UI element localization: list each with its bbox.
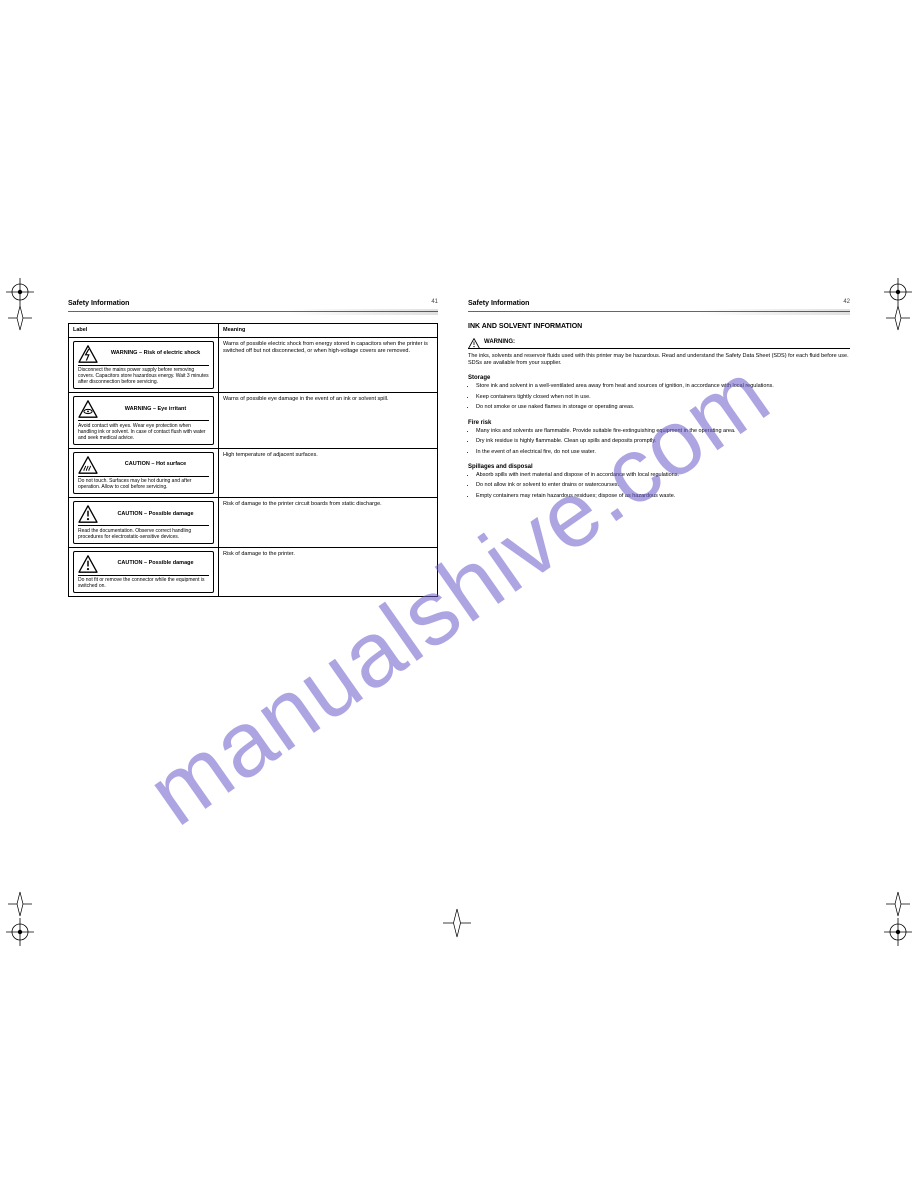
list-item: Store ink and solvent in a well-ventilat… (476, 383, 850, 390)
excl-triangle-icon (78, 555, 98, 573)
label-cell: WARNING – Eye irritant Avoid contact with… (69, 393, 219, 449)
label-heading: CAUTION – Hot surface (102, 461, 209, 468)
meaning-cell: High temperature of adjacent surfaces. (219, 448, 438, 498)
left-header-rule (68, 309, 438, 317)
crop-mark-left-top (6, 278, 62, 334)
label-body-text: Disconnect the mains power supply before… (78, 367, 209, 385)
meaning-cell: Risk of damage to the printer. (219, 547, 438, 597)
crop-mark-left-bottom (6, 890, 62, 946)
left-breadcrumb: Safety Information (68, 300, 438, 309)
list-item: Absorb spills with inert material and di… (476, 472, 850, 479)
list-item: In the event of an electrical fire, do n… (476, 449, 850, 456)
list-item: Empty containers may retain hazardous re… (476, 493, 850, 500)
spill-list: Absorb spills with inert material and di… (468, 472, 850, 500)
list-item: Do not smoke or use naked flames in stor… (476, 404, 850, 411)
warning-triangle-icon (468, 336, 480, 347)
label-heading: CAUTION – Possible damage (102, 560, 209, 567)
label-body-text: Do not fit or remove the connector while… (78, 577, 209, 589)
label-cell: CAUTION – Possible damage Read the docume… (69, 498, 219, 548)
left-page-number: 41 (431, 299, 438, 305)
right-breadcrumb: Safety Information (468, 300, 850, 309)
label-body-text: Avoid contact with eyes. Wear eye protec… (78, 423, 209, 441)
fire-heading: Fire risk (468, 420, 850, 426)
warning-underline (468, 348, 850, 349)
label-divider (78, 575, 209, 576)
table-row: CAUTION – Hot surface Do not touch. Surfa… (69, 448, 438, 498)
spill-heading: Spillages and disposal (468, 464, 850, 470)
table-row: CAUTION – Possible damage Read the docume… (69, 498, 438, 548)
label-heading: WARNING – Eye irritant (102, 406, 209, 413)
eye-triangle-icon (78, 400, 98, 418)
right-page-number: 42 (843, 299, 850, 305)
fire-list: Many inks and solvents are flammable. Pr… (468, 428, 850, 456)
crop-mark-right-bottom (856, 890, 912, 946)
table-row: WARNING – Risk of electric shock Disconne… (69, 337, 438, 393)
storage-heading: Storage (468, 375, 850, 381)
list-item: Dry ink residue is highly flammable. Cle… (476, 438, 850, 445)
warning-row: WARNING: (468, 336, 850, 347)
meaning-cell: Warns of possible eye damage in the even… (219, 393, 438, 449)
label-cell: CAUTION – Possible damage Do not fit or r… (69, 547, 219, 597)
label-body-text: Read the documentation. Observe correct … (78, 528, 209, 540)
label-body-text: Do not touch. Surfaces may be hot during… (78, 478, 209, 490)
label-divider (78, 476, 209, 477)
content-area: Safety Information 41 Label Meaning WARN… (68, 300, 850, 920)
label-cell: CAUTION – Hot surface Do not touch. Surfa… (69, 448, 219, 498)
left-column: Safety Information 41 Label Meaning WARN… (68, 300, 438, 597)
meaning-cell: Warns of possible electric shock from en… (219, 337, 438, 393)
list-item: Many inks and solvents are flammable. Pr… (476, 428, 850, 435)
warning-paragraph: The inks, solvents and reservoir fluids … (468, 353, 850, 368)
table-header-label: Label (69, 324, 219, 338)
table-row: WARNING – Eye irritant Avoid contact with… (69, 393, 438, 449)
label-heading: WARNING – Risk of electric shock (102, 350, 209, 357)
safety-labels-table: Label Meaning WARNING – Risk of electric… (68, 323, 438, 597)
list-item: Keep containers tightly closed when not … (476, 394, 850, 401)
crop-mark-right-top (856, 278, 912, 334)
label-divider (78, 365, 209, 366)
list-item: Do not allow ink or solvent to enter dra… (476, 482, 850, 489)
bolt-triangle-icon (78, 345, 98, 363)
safety-label-box: WARNING – Eye irritant Avoid contact with… (73, 396, 214, 445)
right-column: Safety Information 42 INK AND SOLVENT IN… (468, 300, 850, 503)
table-row: CAUTION – Possible damage Do not fit or r… (69, 547, 438, 597)
meaning-cell: Risk of damage to the printer circuit bo… (219, 498, 438, 548)
label-divider (78, 525, 209, 526)
storage-list: Store ink and solvent in a well-ventilat… (468, 383, 850, 411)
table-header-meaning: Meaning (219, 324, 438, 338)
right-section-title: INK AND SOLVENT INFORMATION (468, 323, 850, 330)
safety-label-box: WARNING – Risk of electric shock Disconne… (73, 341, 214, 390)
safety-label-box: CAUTION – Possible damage Read the docume… (73, 501, 214, 544)
heat-triangle-icon (78, 456, 98, 474)
excl-triangle-icon (78, 505, 98, 523)
manual-page: manualshive.com Safety Information 41 La… (0, 0, 918, 1188)
label-divider (78, 420, 209, 421)
warning-label: WARNING: (484, 339, 515, 345)
safety-label-box: CAUTION – Hot surface Do not touch. Surfa… (73, 452, 214, 495)
right-header-rule (468, 309, 850, 317)
label-cell: WARNING – Risk of electric shock Disconne… (69, 337, 219, 393)
label-heading: CAUTION – Possible damage (102, 511, 209, 518)
safety-label-box: CAUTION – Possible damage Do not fit or r… (73, 551, 214, 594)
